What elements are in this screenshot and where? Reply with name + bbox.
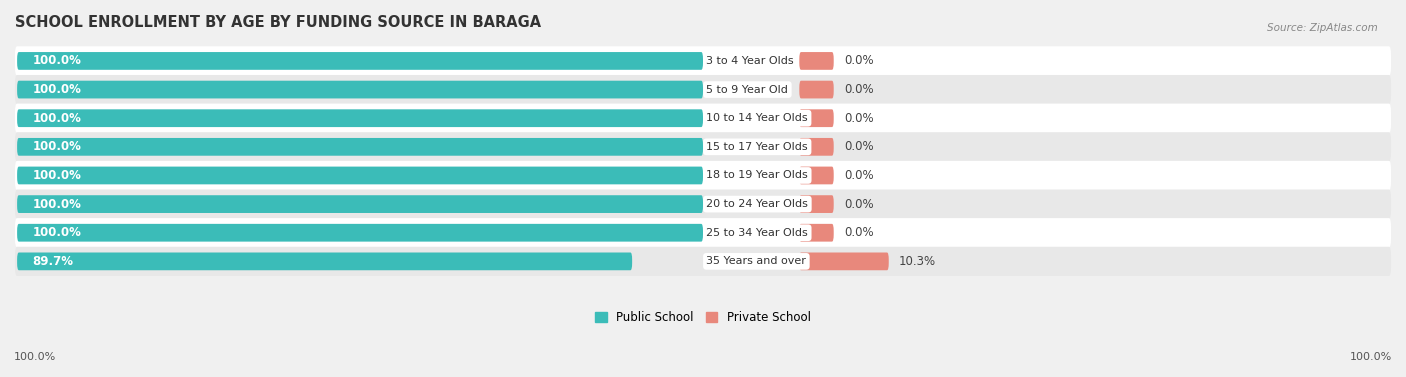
Text: 0.0%: 0.0% <box>844 198 873 211</box>
Text: 89.7%: 89.7% <box>32 255 73 268</box>
FancyBboxPatch shape <box>15 104 1391 133</box>
FancyBboxPatch shape <box>15 218 1391 247</box>
Text: 100.0%: 100.0% <box>14 352 56 362</box>
FancyBboxPatch shape <box>800 195 834 213</box>
Text: 5 to 9 Year Old: 5 to 9 Year Old <box>706 84 789 95</box>
Text: 35 Years and over: 35 Years and over <box>706 256 806 267</box>
FancyBboxPatch shape <box>17 109 703 127</box>
FancyBboxPatch shape <box>17 52 703 70</box>
FancyBboxPatch shape <box>800 167 834 184</box>
Text: Source: ZipAtlas.com: Source: ZipAtlas.com <box>1267 23 1378 33</box>
Text: 0.0%: 0.0% <box>844 140 873 153</box>
FancyBboxPatch shape <box>800 109 834 127</box>
FancyBboxPatch shape <box>800 224 834 242</box>
FancyBboxPatch shape <box>15 161 1391 190</box>
FancyBboxPatch shape <box>800 253 889 270</box>
Legend: Public School, Private School: Public School, Private School <box>591 306 815 328</box>
FancyBboxPatch shape <box>800 81 834 98</box>
Text: 100.0%: 100.0% <box>32 169 82 182</box>
FancyBboxPatch shape <box>17 253 633 270</box>
FancyBboxPatch shape <box>15 46 1391 75</box>
Text: 18 to 19 Year Olds: 18 to 19 Year Olds <box>706 170 808 181</box>
FancyBboxPatch shape <box>17 224 703 242</box>
FancyBboxPatch shape <box>17 167 703 184</box>
FancyBboxPatch shape <box>15 190 1391 219</box>
Text: 0.0%: 0.0% <box>844 112 873 125</box>
Text: 0.0%: 0.0% <box>844 54 873 67</box>
Text: 20 to 24 Year Olds: 20 to 24 Year Olds <box>706 199 808 209</box>
Text: SCHOOL ENROLLMENT BY AGE BY FUNDING SOURCE IN BARAGA: SCHOOL ENROLLMENT BY AGE BY FUNDING SOUR… <box>15 15 541 30</box>
Text: 15 to 17 Year Olds: 15 to 17 Year Olds <box>706 142 808 152</box>
FancyBboxPatch shape <box>17 138 703 156</box>
Text: 100.0%: 100.0% <box>32 54 82 67</box>
FancyBboxPatch shape <box>15 75 1391 104</box>
FancyBboxPatch shape <box>15 132 1391 161</box>
Text: 0.0%: 0.0% <box>844 83 873 96</box>
Text: 100.0%: 100.0% <box>32 83 82 96</box>
Text: 3 to 4 Year Olds: 3 to 4 Year Olds <box>706 56 794 66</box>
FancyBboxPatch shape <box>15 247 1391 276</box>
Text: 10 to 14 Year Olds: 10 to 14 Year Olds <box>706 113 808 123</box>
FancyBboxPatch shape <box>800 138 834 156</box>
Text: 100.0%: 100.0% <box>32 226 82 239</box>
FancyBboxPatch shape <box>800 52 834 70</box>
Text: 10.3%: 10.3% <box>898 255 936 268</box>
Text: 25 to 34 Year Olds: 25 to 34 Year Olds <box>706 228 808 238</box>
Text: 100.0%: 100.0% <box>32 112 82 125</box>
Text: 100.0%: 100.0% <box>32 198 82 211</box>
FancyBboxPatch shape <box>17 195 703 213</box>
Text: 100.0%: 100.0% <box>32 140 82 153</box>
FancyBboxPatch shape <box>17 81 703 98</box>
Text: 0.0%: 0.0% <box>844 226 873 239</box>
Text: 100.0%: 100.0% <box>1350 352 1392 362</box>
Text: 0.0%: 0.0% <box>844 169 873 182</box>
